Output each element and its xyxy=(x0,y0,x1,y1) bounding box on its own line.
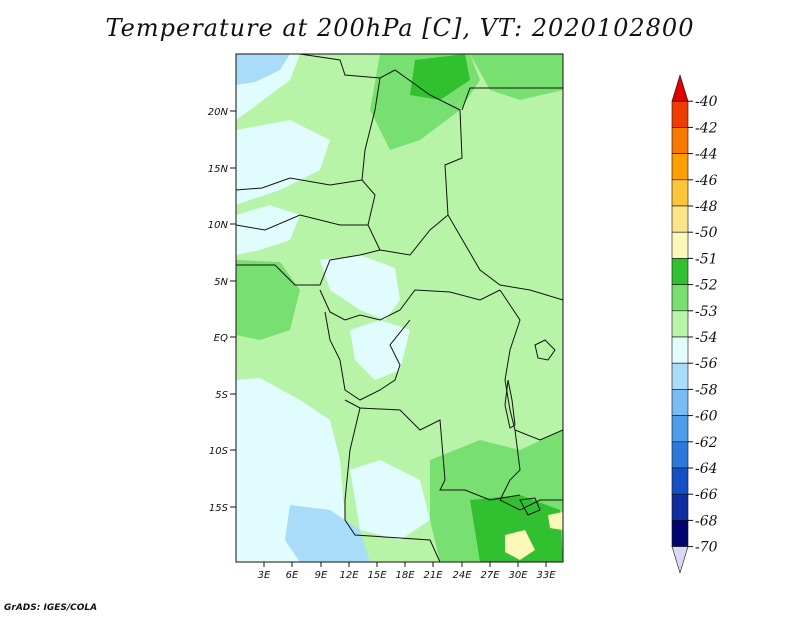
chart-title: Temperature at 200hPa [C], VT: 202010280… xyxy=(105,14,695,42)
legend-swatch xyxy=(671,362,689,390)
region-pale-cyan-gulf xyxy=(236,205,300,255)
region-pale-cyan-angola xyxy=(350,460,430,540)
legend-label: -68 xyxy=(695,513,718,529)
legend-label: -58 xyxy=(695,382,718,398)
legend-swatch xyxy=(671,73,689,102)
lon-axis: 3E 6E 9E 12E 15E 18E 21E 24E 27E 30E 33E xyxy=(258,562,556,581)
legend-swatch xyxy=(671,336,689,364)
lat-label-eq: EQ xyxy=(214,333,228,344)
lat-label-5s: 5S xyxy=(215,390,228,401)
lat-label-10s: 10S xyxy=(209,446,229,457)
region-light-blue-north xyxy=(236,54,290,85)
legend-label: -56 xyxy=(695,356,718,372)
lon-label-24e: 24E xyxy=(452,570,472,581)
region-dark-green-north xyxy=(410,54,470,100)
legend-label: -53 xyxy=(695,304,718,320)
lat-label-20n: 20N xyxy=(208,107,229,118)
lon-label-12e: 12E xyxy=(339,570,359,581)
country-borders xyxy=(236,54,563,562)
lat-axis: 20N 15N 10N 5N EQ 5S 10S 15S xyxy=(208,107,236,514)
lakes xyxy=(504,339,556,516)
legend-label: -70 xyxy=(695,540,718,556)
legend-swatch xyxy=(671,493,689,521)
legend-swatch xyxy=(671,153,689,181)
legend-label: -46 xyxy=(695,173,718,189)
legend-swatch xyxy=(671,389,689,416)
legend-swatch xyxy=(671,127,689,154)
lon-label-30e: 30E xyxy=(508,570,528,581)
legend-label: -44 xyxy=(695,147,718,163)
region-pale-yellow-b xyxy=(548,512,563,530)
legend-label: -54 xyxy=(695,330,718,346)
map-frame xyxy=(235,53,564,563)
legend-label: -62 xyxy=(695,435,718,451)
region-pale-cyan-cameroon xyxy=(320,255,400,320)
legend-swatch xyxy=(671,415,689,443)
legend-label: -51 xyxy=(695,251,718,267)
lon-label-15e: 15E xyxy=(367,570,387,581)
credit-label: GrADS: IGES/COLA xyxy=(4,603,98,613)
legend-swatch xyxy=(671,231,689,259)
temperature-field xyxy=(236,54,563,562)
lat-label-15n: 15N xyxy=(208,164,229,175)
legend-swatch xyxy=(671,441,689,469)
legend-swatch xyxy=(671,179,689,207)
legend-swatch xyxy=(671,520,689,547)
legend-swatch xyxy=(671,258,689,285)
lon-label-21e: 21E xyxy=(423,570,443,581)
legend-label: -40 xyxy=(695,94,718,110)
region-light-blue-south xyxy=(285,505,370,562)
legend-swatch xyxy=(671,310,689,338)
legend-swatch xyxy=(671,205,689,233)
legend-label: -42 xyxy=(695,120,718,136)
legend-label: -60 xyxy=(695,409,718,425)
legend-swatch xyxy=(671,467,689,495)
lat-label-15s: 15S xyxy=(209,503,229,514)
region-pale-yellow-a xyxy=(505,530,535,560)
legend-label: -64 xyxy=(695,461,718,477)
legend-label: -52 xyxy=(695,278,718,294)
legend-swatch xyxy=(671,284,689,312)
lon-label-6e: 6E xyxy=(286,570,299,581)
legend-label: -50 xyxy=(695,225,718,241)
lon-label-9e: 9E xyxy=(315,570,328,581)
region-pale-cyan-west-sahel xyxy=(236,120,330,205)
legend-label: -48 xyxy=(695,199,718,215)
legend-swatch xyxy=(671,100,689,128)
lon-label-27e: 27E xyxy=(480,570,500,581)
lon-label-33e: 33E xyxy=(536,570,556,581)
lat-label-5n: 5N xyxy=(214,277,228,288)
legend-label: -66 xyxy=(695,487,718,503)
color-legend: -40 -42 -44 -46 -48 -50 -51 -52 -53 -54 -56 -58 -60 -… xyxy=(671,73,718,574)
lat-label-10n: 10N xyxy=(208,220,229,231)
legend-swatch xyxy=(671,546,689,574)
lon-label-18e: 18E xyxy=(395,570,415,581)
region-dark-green-south xyxy=(470,495,563,562)
region-pale-cyan-congo xyxy=(350,320,410,380)
lon-label-3e: 3E xyxy=(258,570,271,581)
region-mid-green-nigeria xyxy=(236,260,300,340)
